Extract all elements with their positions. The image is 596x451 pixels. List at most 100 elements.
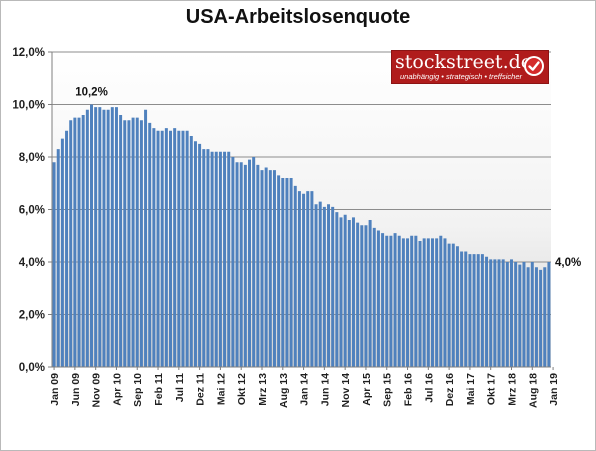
bar	[480, 254, 484, 368]
bar	[389, 235, 393, 367]
x-tick-label: Sep 15	[382, 373, 394, 407]
x-tick-label: Mrz 13	[257, 373, 269, 406]
bar	[451, 243, 455, 368]
bar	[460, 251, 464, 367]
y-tick-labels: 0,0% 2,0% 4,0% 6,0% 8,0% 10,0% 12,0%	[12, 47, 45, 374]
bar	[60, 138, 64, 368]
bar	[522, 262, 526, 367]
bar	[306, 191, 310, 368]
bar	[510, 259, 513, 368]
bar	[489, 259, 493, 368]
bar	[139, 120, 143, 367]
y-tick-label: 4,0%	[19, 257, 45, 269]
bar	[381, 233, 385, 368]
bar	[514, 262, 518, 367]
bar	[534, 267, 538, 367]
x-tick-label: Jan 09	[49, 373, 61, 406]
bar	[156, 130, 160, 367]
bar	[289, 178, 293, 367]
bar	[160, 130, 164, 367]
bar	[272, 170, 276, 368]
bar	[210, 151, 214, 367]
bar	[181, 130, 185, 367]
bar	[439, 235, 443, 367]
bar	[264, 167, 268, 367]
bar	[547, 262, 551, 367]
bar	[443, 238, 447, 367]
y-tick-label: 12,0%	[12, 47, 45, 59]
bar	[69, 120, 73, 367]
bar	[501, 259, 505, 368]
bar	[310, 191, 314, 368]
bar	[347, 220, 351, 367]
bar	[401, 238, 405, 367]
logo-tagline: unabhängig • strategisch • treffsicher	[400, 72, 522, 81]
bar	[252, 157, 256, 367]
x-tick-label: Jan 19	[548, 373, 560, 406]
bar	[318, 201, 322, 368]
bar	[114, 107, 118, 368]
bar	[52, 162, 56, 367]
bar	[110, 107, 114, 368]
bar	[169, 130, 173, 367]
bar	[530, 262, 534, 367]
y-tick-label: 8,0%	[19, 152, 45, 164]
bar	[243, 164, 247, 367]
bar	[206, 149, 210, 367]
bar	[410, 235, 414, 367]
bar	[476, 254, 480, 368]
bar	[339, 217, 343, 368]
bar-series	[52, 104, 551, 368]
bar	[277, 175, 281, 367]
bar	[376, 230, 380, 367]
bar	[447, 243, 451, 368]
x-tick-label: Feb 11	[153, 373, 165, 406]
bar	[285, 178, 289, 367]
x-tick-label: Dez 16	[444, 373, 456, 406]
bar	[94, 107, 98, 368]
y-tick-label: 0,0%	[19, 362, 45, 374]
bar	[189, 136, 193, 367]
bar	[223, 151, 227, 367]
bar	[239, 162, 243, 367]
bar	[198, 143, 202, 368]
bar	[293, 185, 297, 367]
x-tick-label: Apr 10	[112, 373, 124, 406]
bar	[518, 264, 522, 368]
bar	[77, 117, 81, 368]
bar	[397, 235, 401, 367]
axes	[48, 51, 554, 370]
x-tick-label: Feb 16	[403, 373, 415, 406]
bar	[148, 122, 152, 368]
bar	[235, 162, 239, 367]
bar	[414, 235, 418, 367]
bar	[485, 256, 489, 367]
bar	[119, 115, 123, 367]
x-tick-label: Jan 14	[299, 373, 311, 406]
y-tick-label: 10,0%	[12, 100, 45, 112]
bar	[539, 269, 543, 368]
bar	[268, 170, 272, 368]
peak-annotation: 10,2%	[75, 87, 108, 99]
bar	[422, 238, 426, 367]
last-value-annotation: 4,0%	[555, 257, 581, 269]
bar	[85, 109, 89, 367]
bar	[368, 220, 372, 367]
bar	[364, 225, 368, 367]
bar	[472, 254, 476, 368]
bar	[123, 120, 127, 367]
bar	[302, 193, 306, 367]
bar	[231, 157, 235, 367]
bar	[464, 251, 468, 367]
x-tick-label: Mai 12	[215, 373, 227, 405]
bar	[543, 267, 547, 367]
logo-wordmark: stockstreet.de	[395, 51, 533, 73]
bar	[98, 107, 102, 368]
bar	[372, 227, 376, 368]
bar	[331, 206, 335, 368]
bar	[406, 238, 410, 367]
stockstreet-logo: stockstreet.de unabhängig • strategisch …	[391, 50, 549, 84]
x-tick-label: Nov 14	[340, 373, 352, 408]
bar	[297, 191, 301, 368]
